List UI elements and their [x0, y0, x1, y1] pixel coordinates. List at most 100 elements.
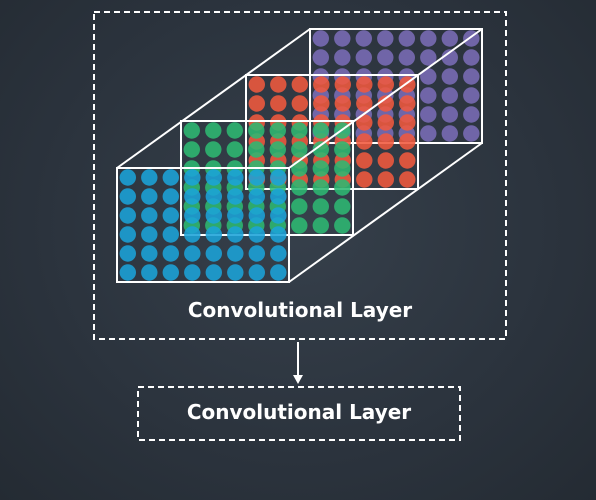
neuron-dot [355, 49, 372, 66]
neuron-dot [463, 49, 480, 66]
neuron-dot [334, 198, 351, 215]
neuron-dot [313, 76, 330, 93]
neuron-dot [270, 95, 287, 112]
neuron-dot [420, 106, 437, 123]
neuron-dot [334, 95, 351, 112]
neuron-dot [248, 95, 265, 112]
neuron-dot [312, 49, 329, 66]
neuron-dot [441, 87, 458, 104]
neuron-dot [205, 207, 222, 224]
neuron-dot [420, 87, 437, 104]
main-layer-label: Convolutional Layer [187, 298, 413, 322]
neuron-dot [162, 245, 179, 262]
neuron-dot [441, 106, 458, 123]
feature-map-stack [116, 28, 483, 283]
neuron-dot [399, 152, 416, 169]
neuron-dot [162, 207, 179, 224]
neuron-dot [227, 207, 244, 224]
neuron-dot [184, 207, 201, 224]
neuron-dot [162, 226, 179, 243]
neuron-dot [183, 141, 200, 158]
neuron-dot [399, 114, 416, 131]
neuron-dot [270, 169, 287, 186]
neuron-dot [377, 133, 394, 150]
neuron-dot [420, 125, 437, 142]
neuron-dot [377, 114, 394, 131]
neuron-dot [399, 133, 416, 150]
layer-boundary-box [93, 11, 507, 340]
neuron-dot [205, 245, 222, 262]
neuron-dot [334, 141, 351, 158]
neuron-dot [270, 188, 287, 205]
neuron-dot [420, 49, 437, 66]
next-layer-label: Convolutional Layer [186, 400, 412, 424]
cyan-feature-map [116, 167, 290, 283]
neuron-dot [270, 207, 287, 224]
volume-edges [116, 28, 483, 283]
neuron-dot [270, 226, 287, 243]
neuron-dot [141, 169, 158, 186]
neuron-dot [291, 141, 308, 158]
neuron-dot [312, 141, 329, 158]
neuron-dot [463, 68, 480, 85]
neuron-dot [184, 226, 201, 243]
neuron-dot [398, 49, 415, 66]
next-layer-box [137, 386, 461, 441]
neuron-dot [377, 171, 394, 188]
neuron-dot [141, 226, 158, 243]
neuron-dot [463, 125, 480, 142]
neuron-dot [420, 68, 437, 85]
neuron-dot [399, 171, 416, 188]
neuron-dot [291, 198, 308, 215]
volume-edge-line [288, 28, 483, 169]
neuron-dot [463, 87, 480, 104]
neuron-dot [334, 179, 351, 196]
neuron-dot [441, 68, 458, 85]
volume-edge-line [288, 142, 483, 283]
neuron-dot [312, 179, 329, 196]
neuron-dot [141, 207, 158, 224]
feature-map-frame [116, 167, 290, 283]
neuron-dot [248, 264, 265, 281]
neuron-dot [377, 30, 394, 47]
neuron-dot [184, 245, 201, 262]
neuron-dot [248, 76, 265, 93]
neuron-dot [312, 217, 329, 234]
neuron-dot [119, 226, 136, 243]
neuron-dot [356, 95, 373, 112]
neuron-dot [355, 30, 372, 47]
neuron-dot [227, 264, 244, 281]
neuron-dot [291, 95, 308, 112]
neuron-dot [356, 114, 373, 131]
neuron-dot [141, 188, 158, 205]
volume-edge-line [116, 28, 311, 169]
neuron-dot [184, 188, 201, 205]
neuron-dot [441, 30, 458, 47]
neuron-dot [312, 198, 329, 215]
neuron-dot [291, 179, 308, 196]
neuron-dot [248, 207, 265, 224]
neuron-dot [119, 188, 136, 205]
neuron-dot [377, 95, 394, 112]
neuron-dot [441, 49, 458, 66]
neuron-dot [227, 169, 244, 186]
neuron-dot [248, 122, 265, 139]
neuron-dot [205, 264, 222, 281]
neuron-dot [248, 188, 265, 205]
neuron-dot [312, 30, 329, 47]
neuron-dot [205, 169, 222, 186]
neuron-dot [119, 207, 136, 224]
neuron-dot [119, 169, 136, 186]
neuron-dot [334, 217, 351, 234]
neuron-dot [334, 160, 351, 177]
neuron-dot [162, 188, 179, 205]
neuron-dot [183, 122, 200, 139]
neuron-dot [119, 264, 136, 281]
neuron-dot [334, 76, 351, 93]
neuron-dot [162, 264, 179, 281]
neuron-dot [356, 171, 373, 188]
neuron-dot [356, 152, 373, 169]
feature-map-frame [309, 28, 483, 144]
neuron-dot [463, 106, 480, 123]
